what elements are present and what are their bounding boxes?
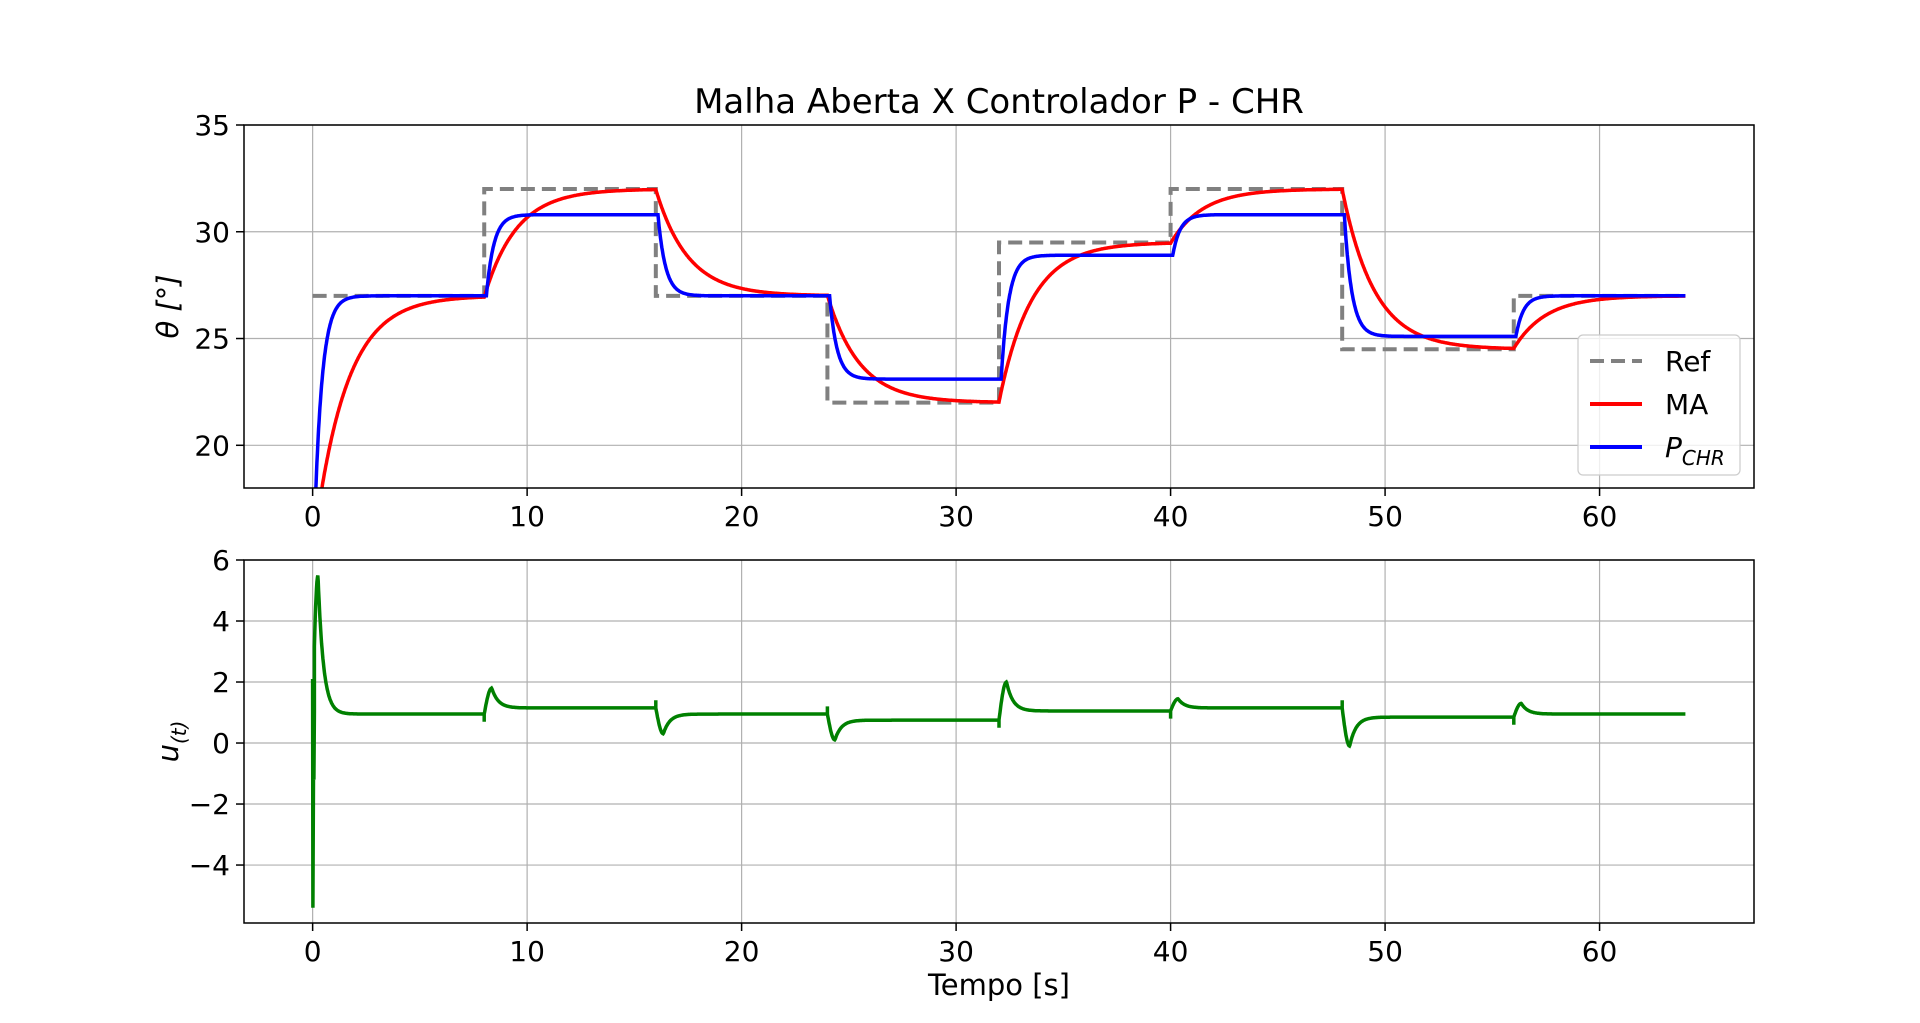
legend: Ref MA PCHR	[1577, 334, 1741, 476]
top-x-tick-label: 50	[1367, 500, 1403, 533]
top-x-tick-label: 10	[509, 500, 545, 533]
bot-y-tick-label: 4	[212, 605, 230, 638]
top-lines	[312, 187, 1686, 488]
top-ticks: 0 10 20 30 40 50 60 20 25 30 35	[194, 109, 1617, 533]
top-x-tick-label: 0	[304, 500, 322, 533]
top-axes: 0 10 20 30 40 50 60 20 25 30 35 Malha Aberta X Con…	[151, 82, 1755, 533]
top-x-tick-label: 30	[938, 500, 974, 533]
legend-label-text: Ref	[1665, 345, 1711, 378]
legend-items: Ref MA PCHR	[1590, 345, 1725, 470]
top-y-tick-label: 20	[194, 429, 230, 462]
bot-x-tick-label: 40	[1153, 935, 1189, 968]
legend-label-text: P	[1665, 431, 1682, 464]
top-plot-frame	[243, 124, 1755, 489]
x-axis-label: Tempo [s]	[927, 968, 1070, 1002]
top-y-tick-label: 25	[194, 323, 230, 356]
bot-x-tick-label: 20	[724, 935, 760, 968]
bottom-ticks: 0 10 20 30 40 50 60 −4 −2 0 2 4 6	[189, 544, 1618, 968]
legend-label-text: MA	[1665, 388, 1708, 421]
top-y-axis-label: θ [°]	[151, 274, 185, 338]
chart-title: Malha Aberta X Controlador P - CHR	[694, 82, 1304, 122]
top-y-tick-label: 35	[194, 109, 230, 142]
top-y-axis-label-text: θ [°]	[151, 274, 185, 338]
series-ma-line	[320, 187, 1686, 488]
legend-box	[1577, 334, 1741, 476]
bottom-y-axis-label-subscript: (t)	[167, 721, 191, 744]
bot-x-tick-label: 60	[1582, 935, 1618, 968]
legend-label-subscript: CHR	[1682, 446, 1725, 470]
bot-y-tick-label: −2	[189, 788, 230, 821]
top-x-tick-label: 60	[1582, 500, 1618, 533]
bottom-lines	[310, 575, 1686, 908]
bot-x-tick-label: 0	[304, 935, 322, 968]
top-y-tick-label: 30	[194, 216, 230, 249]
bottom-y-axis-label-text: u	[151, 744, 185, 762]
bottom-grid	[244, 559, 1754, 923]
bot-y-tick-label: 0	[212, 727, 230, 760]
series-ref-line	[312, 187, 1686, 405]
bottom-plot-frame	[243, 559, 1755, 924]
series-pchr-line	[314, 212, 1686, 488]
legend-label: PCHR	[1665, 431, 1725, 470]
bot-y-tick-label: −4	[189, 849, 230, 882]
bot-y-tick-label: 2	[212, 666, 230, 699]
bottom-axes: 0 10 20 30 40 50 60 −4 −2 0 2 4 6 Tempo [s] u(t)	[151, 544, 1755, 1002]
bot-x-tick-label: 50	[1367, 935, 1403, 968]
bot-x-tick-label: 30	[938, 935, 974, 968]
legend-label: Ref	[1665, 345, 1711, 378]
bottom-y-axis-label: u(t)	[151, 721, 191, 763]
bot-y-tick-label: 6	[212, 544, 230, 577]
legend-label: MA	[1665, 388, 1708, 421]
top-x-tick-label: 20	[724, 500, 760, 533]
bot-x-tick-label: 10	[509, 935, 545, 968]
top-x-tick-label: 40	[1153, 500, 1189, 533]
series-u-line	[310, 575, 1686, 908]
